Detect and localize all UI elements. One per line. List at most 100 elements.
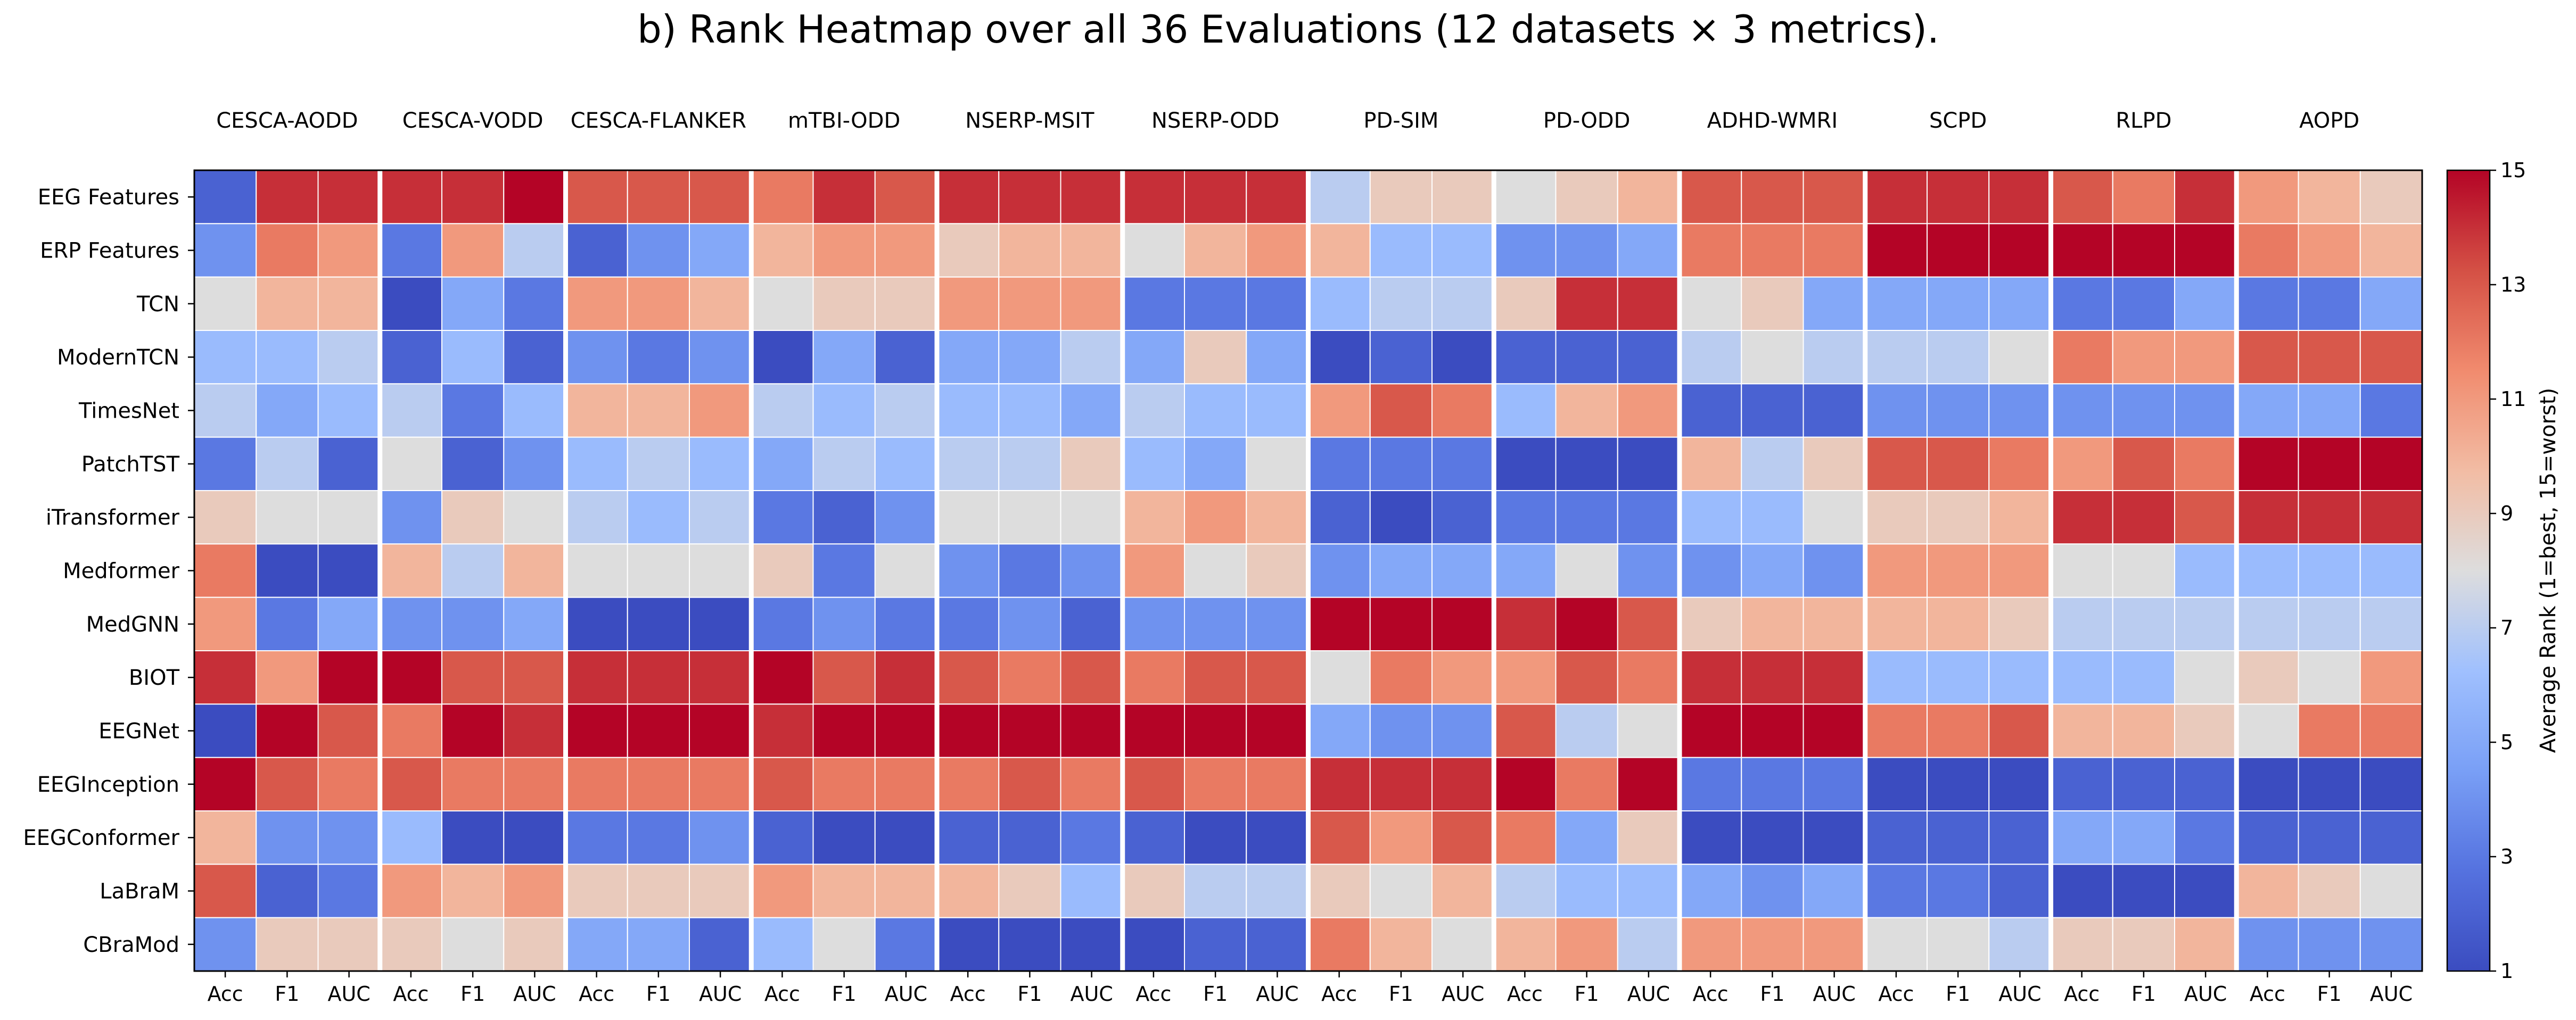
heatmap-cell: [1927, 223, 1990, 278]
heatmap-cell: [627, 276, 690, 331]
heatmap-cell: [256, 596, 319, 651]
heatmap-cell: [256, 543, 319, 598]
colorbar-gradient: [2446, 169, 2491, 972]
dataset-label: ADHD-WMRI: [1707, 109, 1838, 133]
heatmap-cell: [1803, 703, 1866, 758]
heatmap-cell: [2359, 383, 2423, 438]
heatmap-cell: [2112, 757, 2175, 811]
heatmap-cell: [565, 170, 628, 225]
heatmap-cell: [1617, 490, 1680, 545]
heatmap-cell: [194, 223, 257, 278]
heatmap-cell: [2174, 543, 2237, 598]
heatmap-cell: [2112, 490, 2175, 545]
heatmap-cell: [689, 330, 752, 385]
metric-label: AUC: [1442, 982, 1484, 1006]
heatmap-cell: [1741, 810, 1804, 865]
heatmap-cell: [2112, 650, 2175, 705]
heatmap-cell: [1122, 757, 1185, 811]
heatmap-cell: [2050, 170, 2113, 225]
heatmap-cell: [1184, 650, 1247, 705]
heatmap-cell: [1493, 596, 1557, 651]
heatmap-cell: [2050, 276, 2113, 331]
heatmap-cell: [1803, 276, 1866, 331]
heatmap-cell: [2359, 330, 2423, 385]
heatmap-cell: [565, 917, 628, 972]
heatmap-cell: [812, 330, 876, 385]
heatmap-cell: [1679, 917, 1742, 972]
heatmap-cell: [998, 330, 1061, 385]
heatmap-cell: [379, 864, 442, 918]
heatmap-cell: [194, 383, 257, 438]
heatmap-cell: [1184, 276, 1247, 331]
heatmap-cell: [379, 490, 442, 545]
heatmap-cell: [998, 436, 1061, 492]
heatmap-cell: [1184, 436, 1247, 492]
heatmap-cell: [689, 917, 752, 972]
heatmap-cell: [565, 383, 628, 438]
heatmap-cell: [317, 703, 381, 758]
metric-label: F1: [460, 982, 485, 1006]
heatmap-cell: [2359, 864, 2423, 918]
heatmap-cell: [503, 810, 566, 865]
heatmap-cell: [627, 436, 690, 492]
heatmap-cell: [874, 864, 937, 918]
heatmap-cell: [1803, 596, 1866, 651]
heatmap-cell: [936, 383, 1000, 438]
metric-label: F1: [2131, 982, 2156, 1006]
heatmap-cell: [627, 703, 690, 758]
heatmap-cell: [317, 864, 381, 918]
heatmap-cell: [1369, 383, 1433, 438]
heatmap-cell: [503, 170, 566, 225]
heatmap-cell: [1988, 757, 2052, 811]
heatmap-cell: [1741, 917, 1804, 972]
heatmap-cell: [812, 276, 876, 331]
heatmap-cell: [1555, 917, 1618, 972]
heatmap-cell: [1493, 170, 1557, 225]
heatmap-cell: [1060, 810, 1123, 865]
heatmap-cell: [936, 223, 1000, 278]
heatmap-cell: [256, 276, 319, 331]
heatmap-cell: [2236, 810, 2299, 865]
heatmap-cell: [1246, 276, 1309, 331]
heatmap-cell: [1988, 810, 2052, 865]
heatmap-cell: [1617, 810, 1680, 865]
heatmap-cell: [689, 276, 752, 331]
heatmap-cell: [256, 170, 319, 225]
heatmap-cell: [2298, 543, 2361, 598]
heatmap-cell: [256, 436, 319, 492]
heatmap-cell: [2112, 276, 2175, 331]
heatmap-cell: [1864, 650, 1928, 705]
heatmap-cell: [1555, 757, 1618, 811]
heatmap-cell: [1679, 223, 1742, 278]
heatmap-cell: [1122, 170, 1185, 225]
heatmap-cell: [2112, 917, 2175, 972]
heatmap-cell: [1431, 383, 1495, 438]
heatmap-cell: [998, 810, 1061, 865]
dataset-label: NSERP-ODD: [1151, 109, 1279, 133]
heatmap-cell: [936, 864, 1000, 918]
heatmap-cell: [1679, 596, 1742, 651]
heatmap-cell: [1493, 330, 1557, 385]
heatmap-cell: [317, 596, 381, 651]
heatmap-cell: [1679, 276, 1742, 331]
heatmap-cell: [2298, 917, 2361, 972]
heatmap-cell: [1679, 757, 1742, 811]
heatmap-cells: [194, 170, 2423, 972]
heatmap-cell: [1122, 223, 1185, 278]
heatmap-cell: [441, 276, 505, 331]
heatmap-cell: [1122, 436, 1185, 492]
heatmap-cell: [2050, 810, 2113, 865]
metric-label: AUC: [1070, 982, 1113, 1006]
heatmap-cell: [441, 330, 505, 385]
heatmap-cell: [1617, 596, 1680, 651]
heatmap-cell: [379, 650, 442, 705]
heatmap-cell: [2050, 596, 2113, 651]
heatmap-cell: [1431, 330, 1495, 385]
heatmap-cell: [1307, 650, 1371, 705]
heatmap-cell: [689, 757, 752, 811]
heatmap-cell: [1431, 436, 1495, 492]
heatmap-cell: [1679, 170, 1742, 225]
heatmap-cell: [2359, 810, 2423, 865]
heatmap-cell: [441, 596, 505, 651]
heatmap-cell: [998, 650, 1061, 705]
